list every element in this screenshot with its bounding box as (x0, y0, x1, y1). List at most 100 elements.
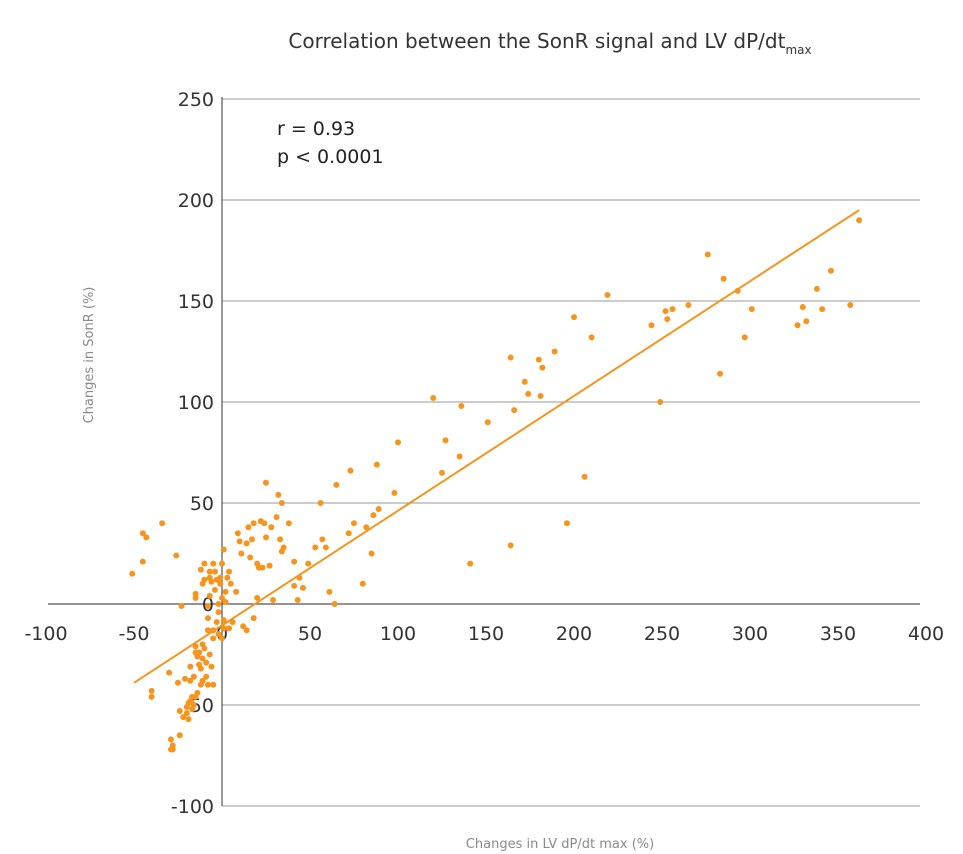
data-point (359, 580, 366, 587)
data-point (185, 716, 192, 723)
data-point (291, 558, 298, 565)
data-point (206, 568, 213, 575)
chart-title: Correlation between the SonR signal and … (288, 29, 811, 57)
data-point (458, 403, 465, 410)
x-tick-label: 200 (556, 623, 592, 645)
data-point (173, 552, 180, 559)
data-point (539, 364, 546, 371)
data-point (467, 560, 474, 567)
x-tick-label: 350 (820, 623, 856, 645)
data-point (317, 500, 324, 506)
data-point (442, 437, 449, 444)
data-point (217, 574, 224, 581)
data-point (247, 554, 254, 561)
data-point (312, 544, 319, 551)
axes (48, 97, 920, 806)
y-tick-label: 250 (178, 89, 214, 111)
data-point (197, 665, 204, 672)
data-point (277, 536, 284, 543)
data-point (224, 574, 231, 581)
data-point (484, 419, 491, 426)
data-point (273, 514, 280, 521)
data-point (551, 348, 558, 355)
data-point (285, 520, 292, 527)
data-point (178, 603, 185, 610)
data-point (856, 217, 863, 224)
data-point (139, 530, 146, 537)
chart-title-subscript: max (785, 43, 811, 57)
data-point (210, 681, 217, 688)
regression-line (133, 209, 860, 684)
data-point (250, 520, 257, 527)
data-point (525, 390, 532, 397)
data-point (201, 560, 208, 567)
data-point (196, 649, 203, 656)
y-tick-label: -100 (171, 796, 214, 818)
data-point (827, 267, 834, 274)
data-point (657, 399, 664, 405)
y-axis-label: Changes in SonR (%) (82, 287, 97, 424)
data-point (748, 306, 755, 313)
data-point (148, 687, 155, 694)
data-point (222, 598, 229, 605)
data-point (211, 586, 218, 593)
data-point (190, 673, 197, 680)
data-point (203, 673, 210, 680)
data-point (192, 643, 199, 650)
data-point (192, 590, 199, 597)
y-tick-label: 200 (178, 190, 214, 212)
data-point (176, 732, 183, 739)
data-point (220, 546, 227, 553)
data-point (206, 651, 213, 658)
data-point (167, 736, 174, 743)
data-point (245, 524, 252, 531)
data-point (803, 318, 810, 325)
data-point (278, 500, 285, 506)
data-point (351, 520, 357, 527)
data-point (664, 316, 671, 323)
gridlines (222, 98, 920, 807)
data-point (215, 631, 222, 638)
data-point (215, 601, 222, 607)
data-point (521, 378, 528, 385)
data-point (799, 304, 806, 311)
data-point (319, 536, 326, 543)
data-point (439, 469, 445, 476)
y-tick-label: 150 (178, 291, 214, 313)
data-point (669, 306, 676, 313)
data-point (236, 538, 243, 545)
data-point (219, 635, 225, 642)
data-point (208, 578, 215, 585)
data-point (375, 506, 382, 513)
data-point (270, 596, 277, 603)
data-point (720, 275, 727, 282)
data-point (222, 588, 229, 595)
data-point (159, 520, 166, 527)
data-point (194, 689, 201, 696)
data-point (648, 322, 655, 329)
data-point (187, 663, 194, 670)
data-point (148, 693, 155, 700)
data-point (243, 627, 250, 634)
data-point (537, 392, 544, 399)
data-point (227, 580, 234, 587)
data-point (535, 356, 542, 363)
data-point (210, 627, 217, 634)
data-point (180, 714, 187, 721)
data-point (183, 710, 190, 717)
data-point (347, 467, 354, 474)
data-point (275, 491, 282, 498)
data-point (430, 394, 437, 401)
data-point (215, 609, 222, 616)
data-point (182, 675, 189, 682)
data-point (511, 407, 518, 414)
y-tick-label: 50 (190, 493, 214, 515)
data-point (213, 619, 220, 626)
data-point (299, 584, 306, 591)
data-point (604, 291, 611, 298)
data-point (201, 645, 208, 652)
data-point (238, 550, 245, 557)
data-point (248, 536, 255, 543)
x-tick-label: 150 (468, 623, 504, 645)
x-tick-labels: -100 -50 0 50 100 150 200 250 300 350 400 (24, 623, 944, 645)
